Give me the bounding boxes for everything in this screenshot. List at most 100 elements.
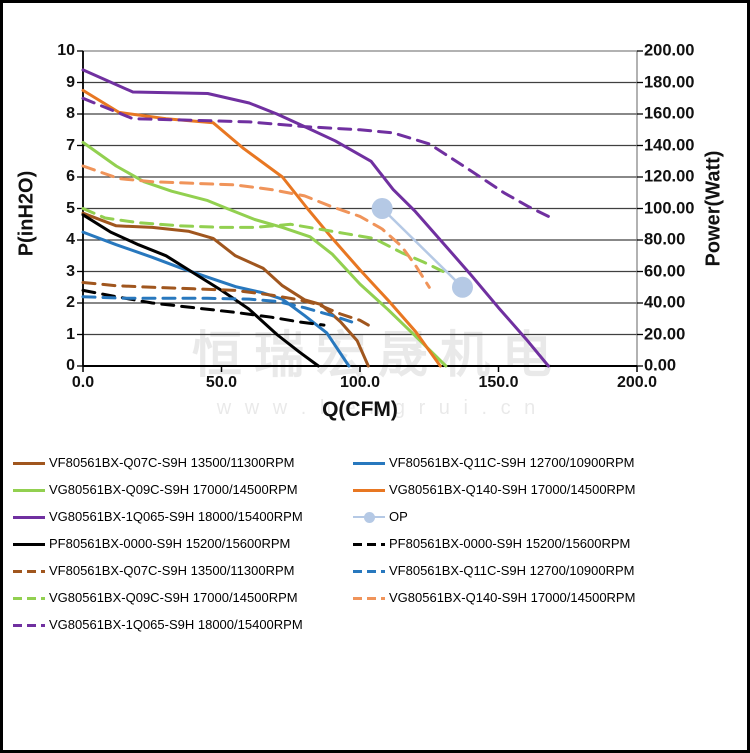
dashed-line-swatch-icon [353,592,385,604]
legend-label: VF80561BX-Q11C-S9H 12700/10900RPM [389,455,635,470]
y-tick-label-left: 9 [66,73,75,91]
legend-label: VG80561BX-Q140-S9H 17000/14500RPM [389,482,636,497]
legend-item: VG80561BX-1Q065-S9H 18000/15400RPM [13,611,353,638]
y-tick-label-right: 140.00 [644,136,695,154]
y-tick-label-left: 8 [66,105,75,122]
y-tick-label-right: 60.00 [644,262,686,280]
x-tick-label: 200.0 [616,374,658,391]
x-tick-label: 150.0 [478,374,519,391]
solid-line-swatch-icon [13,457,45,469]
x-axis-title: Q(CFM) [322,398,398,421]
solid-line-swatch-icon [13,538,45,550]
legend-line [353,461,385,465]
legend-line [13,488,45,492]
dashed-line-swatch-icon [13,592,45,604]
curve-pq-vf-q07c [81,211,370,368]
legend-label: VG80561BX-1Q065-S9H 18000/15400RPM [49,509,303,524]
legend-row: VG80561BX-Q09C-S9H 17000/14500RPM VG80561… [13,584,745,611]
y-tick-label-left: 6 [66,168,75,185]
x-tick-label: 50.0 [205,374,238,391]
legend-line [353,569,385,573]
op-marker [451,276,473,298]
legend-label: VG80561BX-1Q065-S9H 18000/15400RPM [49,617,303,632]
legend-line [13,623,45,627]
y-tick-label-left: 4 [66,231,75,248]
op-legend-dot [364,511,375,523]
y-tick-label-right: 160.00 [644,104,695,123]
y-tick-label-left: 10 [57,42,75,59]
legend-item: VF80561BX-Q07C-S9H 13500/11300RPM [13,557,353,584]
legend-item: PF80561BX-0000-S9H 15200/15600RPM [353,530,745,557]
y-tick-label-right: 120.00 [644,167,695,186]
legend-label: VG80561BX-Q09C-S9H 17000/14500RPM [49,482,298,497]
x-tick-label: 0.0 [71,374,95,391]
legend-row: PF80561BX-0000-S9H 15200/15600RPM PF80561… [13,530,745,557]
curve-pq-vg-1q065 [81,68,550,368]
curve-pw-vf-q07c [81,281,370,327]
legend-label: VG80561BX-Q140-S9H 17000/14500RPM [389,590,636,605]
legend-item: VG80561BX-Q140-S9H 17000/14500RPM [353,476,745,503]
op-marker-icon [353,511,385,523]
y-tick-label-right: 180.00 [644,73,695,91]
y-tick-label-right: 200.00 [644,41,695,60]
dashed-line-swatch-icon [353,565,385,577]
legend-line [353,542,385,546]
solid-line-swatch-icon [353,484,385,496]
legend-row: VG80561BX-Q09C-S9H 17000/14500RPM VG80561… [13,476,745,503]
y-tick-label-left: 2 [66,294,75,311]
y-tick-label-right: 80.00 [644,230,686,249]
legend-line [13,569,45,573]
curve-pw-vf-q11c [81,295,354,324]
legend-item: VG80561BX-1Q065-S9H 18000/15400RPM [13,503,353,530]
curve-pq-vg-q140 [81,88,442,368]
legend-item: VG80561BX-Q09C-S9H 17000/14500RPM [13,584,353,611]
legend-item: VG80561BX-Q140-S9H 17000/14500RPM [353,584,745,611]
y-tick-label-right: 0.00 [644,356,677,375]
y-tick-label-right: 100.00 [644,199,695,217]
legend-row: VF80561BX-Q07C-S9H 13500/11300RPM VF80561… [13,557,745,584]
legend-row: VG80561BX-1Q065-S9H 18000/15400RPM OP [13,503,745,530]
curve-pq-pf-0000 [81,213,320,368]
curve-pw-pf-0000 [81,288,326,327]
legend: VF80561BX-Q07C-S9H 13500/11300RPM VF80561… [13,449,745,638]
dashed-line-swatch-icon [13,619,45,631]
dashed-line-swatch-icon [13,565,45,577]
solid-line-swatch-icon [13,484,45,496]
legend-row: VG80561BX-1Q065-S9H 18000/15400RPM [13,611,745,638]
solid-line-swatch-icon [13,511,45,523]
op-line [381,207,464,289]
legend-item: VF80561BX-Q11C-S9H 12700/10900RPM [353,557,745,584]
legend-label: VF80561BX-Q11C-S9H 12700/10900RPM [389,563,635,578]
watermark-url: w w w . h e n g r u i . c n [216,397,540,419]
y-tick-label-left: 3 [66,262,75,280]
y-axis-title-right: Power(Watt) [702,150,725,267]
legend-item: VF80561BX-Q07C-S9H 13500/11300RPM [13,449,353,476]
legend-line [353,488,385,492]
y-tick-label-left: 5 [66,199,75,217]
legend-label: PF80561BX-0000-S9H 15200/15600RPM [389,536,631,551]
x-tick-label: 100.0 [339,374,381,391]
curve-pq-vf-q11c [81,230,351,368]
legend-line [13,515,45,519]
curve-pw-vg-q09c [81,207,445,273]
legend-line [13,596,45,600]
op-marker [371,198,393,219]
curve-pw-vg-1q065 [81,96,550,218]
legend-label: VF80561BX-Q07C-S9H 13500/11300RPM [49,455,295,470]
legend-label: OP [389,509,408,524]
plot-area [77,50,643,372]
legend-item: PF80561BX-0000-S9H 15200/15600RPM [13,530,353,557]
legend-label: VF80561BX-Q07C-S9H 13500/11300RPM [49,563,295,578]
legend-label: VG80561BX-Q09C-S9H 17000/14500RPM [49,590,298,605]
y-tick-label-left: 1 [66,325,75,343]
y-tick-label-left: 7 [66,136,75,154]
y-tick-label-right: 20.00 [644,325,686,343]
legend-label: PF80561BX-0000-S9H 15200/15600RPM [49,536,291,551]
curve-pq-vg-q09c [81,140,448,368]
curve-pw-vg-q140 [81,164,431,289]
legend-item: VF80561BX-Q11C-S9H 12700/10900RPM [353,449,745,476]
legend-item: VG80561BX-Q09C-S9H 17000/14500RPM [13,476,353,503]
watermark-chinese: 恒瑞宏晟机电 [192,327,564,383]
legend-line [353,596,385,600]
